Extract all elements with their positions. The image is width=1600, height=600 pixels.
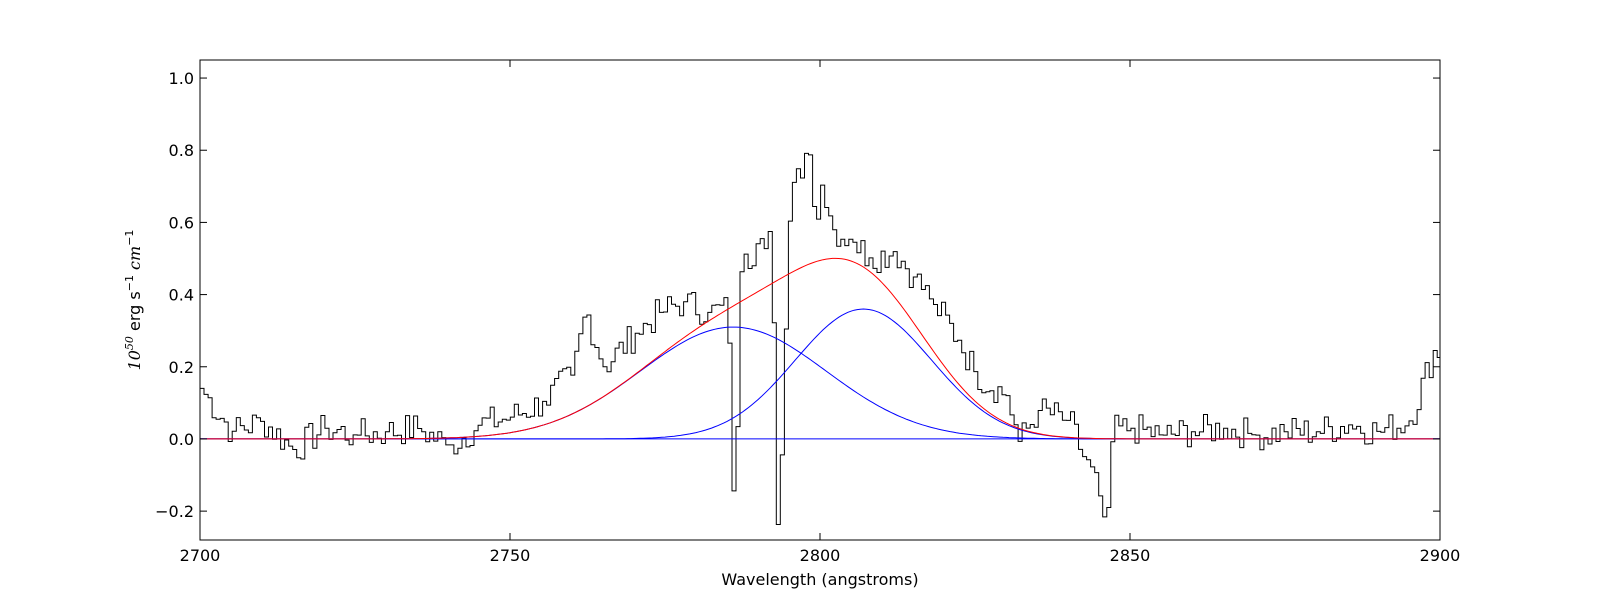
series-layer [200,152,1440,525]
observed-spectrum [200,152,1440,525]
y-label-units: erg s [125,291,144,331]
y-tick-label: 0.4 [169,286,194,305]
x-tick-label: 2900 [1420,546,1461,565]
x-tick-label: 2850 [1110,546,1151,565]
y-label-s-exponent: −1 [123,275,136,291]
total-fit-curve [200,257,1440,440]
y-tick-label: 1.0 [169,69,194,88]
y-tick-label: 0.6 [169,213,194,232]
y-axis-label: 1050 erg s−1 cm−1 [123,230,144,371]
y-tick-label: 0.8 [169,141,194,160]
y-label-base: 10 [125,350,144,370]
y-label-exponent: 50 [123,336,136,350]
x-tick-label: 2700 [180,546,221,565]
ticks-layer: 2700 2750 2800 2850 2900 −0.2 0.0 0.2 0.4 0.6 0.8 1… [155,60,1460,565]
y-tick-label: −0.2 [155,502,194,521]
x-tick-label: 2800 [800,546,841,565]
x-tick-label: 2750 [490,546,531,565]
y-label-cm: cm [125,246,144,270]
y-tick-label: 0.0 [169,430,194,449]
y-tick-label: 0.2 [169,358,194,377]
y-label-cm-exponent: −1 [123,230,136,246]
plot-area [200,60,1440,540]
x-axis-label: Wavelength (angstroms) [721,570,918,589]
